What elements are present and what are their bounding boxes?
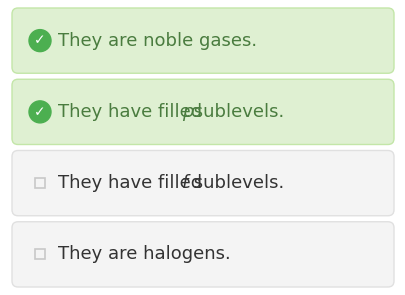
Text: ✓: ✓ bbox=[34, 105, 46, 119]
Text: ✓: ✓ bbox=[34, 34, 46, 47]
FancyBboxPatch shape bbox=[35, 178, 45, 188]
Text: They are noble gases.: They are noble gases. bbox=[58, 32, 256, 50]
FancyBboxPatch shape bbox=[12, 222, 393, 287]
FancyBboxPatch shape bbox=[12, 79, 393, 145]
Text: They have filled: They have filled bbox=[58, 174, 207, 192]
FancyBboxPatch shape bbox=[35, 249, 45, 259]
Text: They have filled: They have filled bbox=[58, 103, 207, 121]
Text: f: f bbox=[181, 174, 188, 192]
Circle shape bbox=[29, 101, 51, 123]
FancyBboxPatch shape bbox=[12, 8, 393, 73]
FancyBboxPatch shape bbox=[12, 150, 393, 216]
Text: They are halogens.: They are halogens. bbox=[58, 245, 230, 263]
Circle shape bbox=[29, 30, 51, 52]
Text: sublevels.: sublevels. bbox=[187, 103, 283, 121]
Text: sublevels.: sublevels. bbox=[187, 174, 283, 192]
Text: p: p bbox=[181, 103, 193, 121]
